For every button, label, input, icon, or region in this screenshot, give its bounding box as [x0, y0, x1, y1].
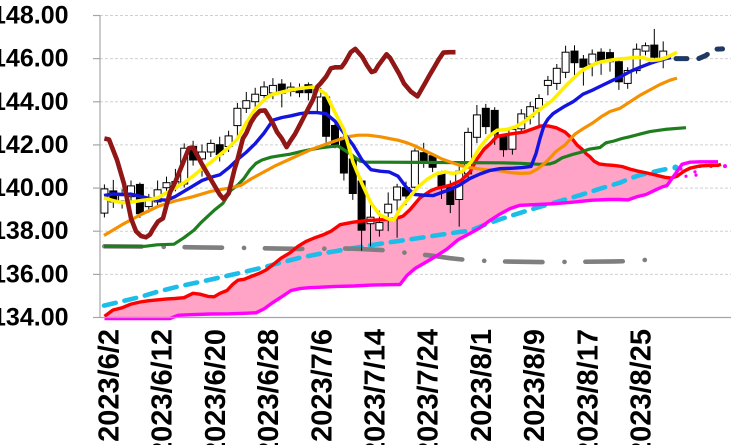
- svg-text:138.00: 138.00: [0, 217, 69, 245]
- svg-text:2023/6/20: 2023/6/20: [200, 329, 232, 445]
- svg-text:2023/6/12: 2023/6/12: [147, 329, 179, 445]
- svg-text:144.00: 144.00: [0, 88, 69, 116]
- svg-text:2023/8/9: 2023/8/9: [519, 329, 551, 442]
- svg-text:146.00: 146.00: [0, 45, 69, 73]
- svg-text:2023/7/14: 2023/7/14: [360, 329, 392, 445]
- svg-text:2023/8/1: 2023/8/1: [466, 329, 498, 442]
- svg-text:2023/6/28: 2023/6/28: [253, 329, 285, 445]
- svg-text:140.00: 140.00: [0, 174, 69, 202]
- svg-text:2023/7/24: 2023/7/24: [413, 329, 445, 445]
- svg-text:134.00: 134.00: [0, 304, 69, 332]
- svg-text:142.00: 142.00: [0, 131, 69, 159]
- svg-text:136.00: 136.00: [0, 260, 69, 288]
- svg-text:2023/7/6: 2023/7/6: [306, 329, 338, 442]
- svg-text:2023/8/17: 2023/8/17: [572, 329, 604, 445]
- svg-text:2023/6/2: 2023/6/2: [93, 329, 125, 442]
- svg-text:2023/8/25: 2023/8/25: [626, 329, 658, 445]
- svg-text:148.00: 148.00: [0, 2, 69, 30]
